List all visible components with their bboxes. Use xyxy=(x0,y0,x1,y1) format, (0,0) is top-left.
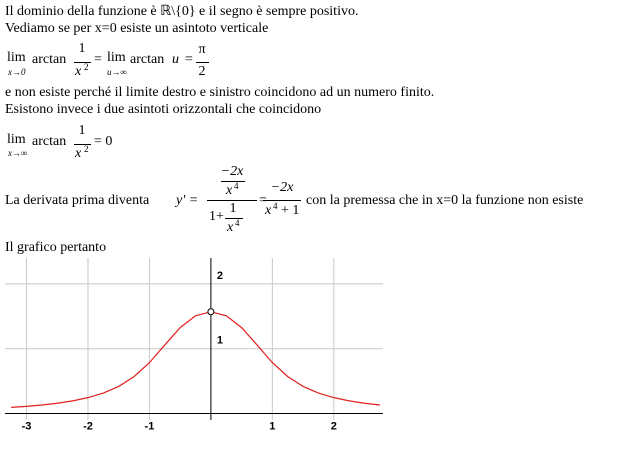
math: x xyxy=(227,220,234,235)
x-tick-label: -1 xyxy=(145,420,155,432)
math: 4 xyxy=(273,201,278,211)
fraction-bar xyxy=(263,200,301,201)
math: −2x xyxy=(220,164,244,179)
math: 2 xyxy=(198,64,206,79)
math: lim xyxy=(7,50,26,65)
math: = xyxy=(94,52,102,67)
text-line: Esistono invece i due asintoti orizzonta… xyxy=(5,102,322,117)
math: x→∞ xyxy=(8,148,28,158)
math: −2x xyxy=(270,180,294,195)
math: = xyxy=(259,193,267,209)
math: = xyxy=(185,52,193,67)
fraction-bar xyxy=(221,181,245,182)
x-tick-label: -2 xyxy=(83,420,93,432)
excluded-point xyxy=(207,308,215,316)
math: 1 xyxy=(78,123,86,138)
x-tick-label: -3 xyxy=(22,420,32,432)
math: x xyxy=(75,64,82,79)
fraction-bar xyxy=(74,62,91,63)
math: x xyxy=(226,183,233,198)
fraction-bar xyxy=(207,200,257,201)
math: 4 xyxy=(235,218,240,228)
math: = 0 xyxy=(94,134,113,149)
math: 1+ xyxy=(209,209,224,224)
x-tick-label: 2 xyxy=(331,420,337,432)
text-line: Vediamo se per x=0 esiste un asintoto ve… xyxy=(5,21,269,36)
text-line: e non esiste perché il limite destro e s… xyxy=(5,85,435,100)
math: 2 xyxy=(84,62,89,72)
math: u→∞ xyxy=(107,67,127,77)
text-line: Il grafico pertanto xyxy=(5,240,107,255)
fraction-bar xyxy=(74,144,91,145)
math: arctan xyxy=(32,52,67,67)
text-line: Il dominio della funzione è ℝ\{0} e il s… xyxy=(5,4,359,19)
math: arctan xyxy=(130,52,165,67)
x-tick-label: 1 xyxy=(269,420,275,432)
math: x→0 xyxy=(8,67,26,77)
text-line: La derivata prima diventa xyxy=(5,193,150,208)
math: y' = xyxy=(176,193,199,208)
math: π xyxy=(198,42,206,57)
text-line: con la premessa che in x=0 la funzione n… xyxy=(306,193,584,208)
math: arctan xyxy=(32,134,67,149)
fraction-bar xyxy=(225,218,243,219)
math: lim xyxy=(107,50,126,65)
math: x xyxy=(265,203,272,218)
y-tick-label: 1 xyxy=(217,335,223,347)
curve xyxy=(11,311,380,408)
math: 2 xyxy=(84,144,89,154)
math: u xyxy=(172,52,179,67)
math: x xyxy=(75,146,82,161)
math: 1 xyxy=(229,201,237,216)
math: 1 xyxy=(78,41,86,56)
math: 4 xyxy=(234,181,239,191)
math: + 1 xyxy=(281,203,300,218)
math: lim xyxy=(7,132,26,147)
y-tick-label: 2 xyxy=(217,270,223,282)
fraction-bar xyxy=(196,62,209,63)
